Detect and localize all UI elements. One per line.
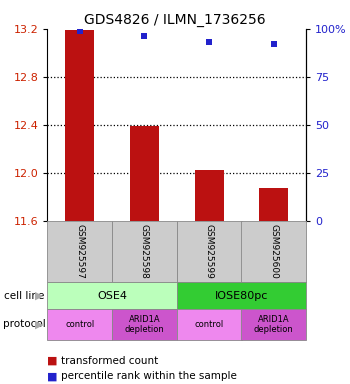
Text: control: control [195,320,224,329]
Text: GSM925597: GSM925597 [75,224,84,279]
Bar [259,189,288,221]
Point [141,33,147,40]
Text: cell line: cell line [4,291,44,301]
Text: protocol: protocol [4,319,46,329]
Point [271,41,277,47]
Bar [130,126,159,221]
Text: GSM925600: GSM925600 [270,224,278,279]
Text: transformed count: transformed count [61,356,159,366]
Text: GSM925598: GSM925598 [140,224,149,279]
Point [206,39,212,45]
Text: ARID1A
depletion: ARID1A depletion [254,315,294,334]
Text: ■: ■ [47,371,58,381]
Point [77,28,83,34]
Bar [195,170,224,221]
Text: IOSE80pc: IOSE80pc [215,291,268,301]
Text: ▶: ▶ [35,319,44,329]
Text: GDS4826 / ILMN_1736256: GDS4826 / ILMN_1736256 [84,13,266,27]
Text: ▶: ▶ [35,291,44,301]
Bar [65,30,94,221]
Text: percentile rank within the sample: percentile rank within the sample [61,371,237,381]
Text: OSE4: OSE4 [97,291,127,301]
Text: ■: ■ [47,356,58,366]
Text: ARID1A
depletion: ARID1A depletion [125,315,164,334]
Text: GSM925599: GSM925599 [205,224,214,279]
Text: control: control [65,320,94,329]
